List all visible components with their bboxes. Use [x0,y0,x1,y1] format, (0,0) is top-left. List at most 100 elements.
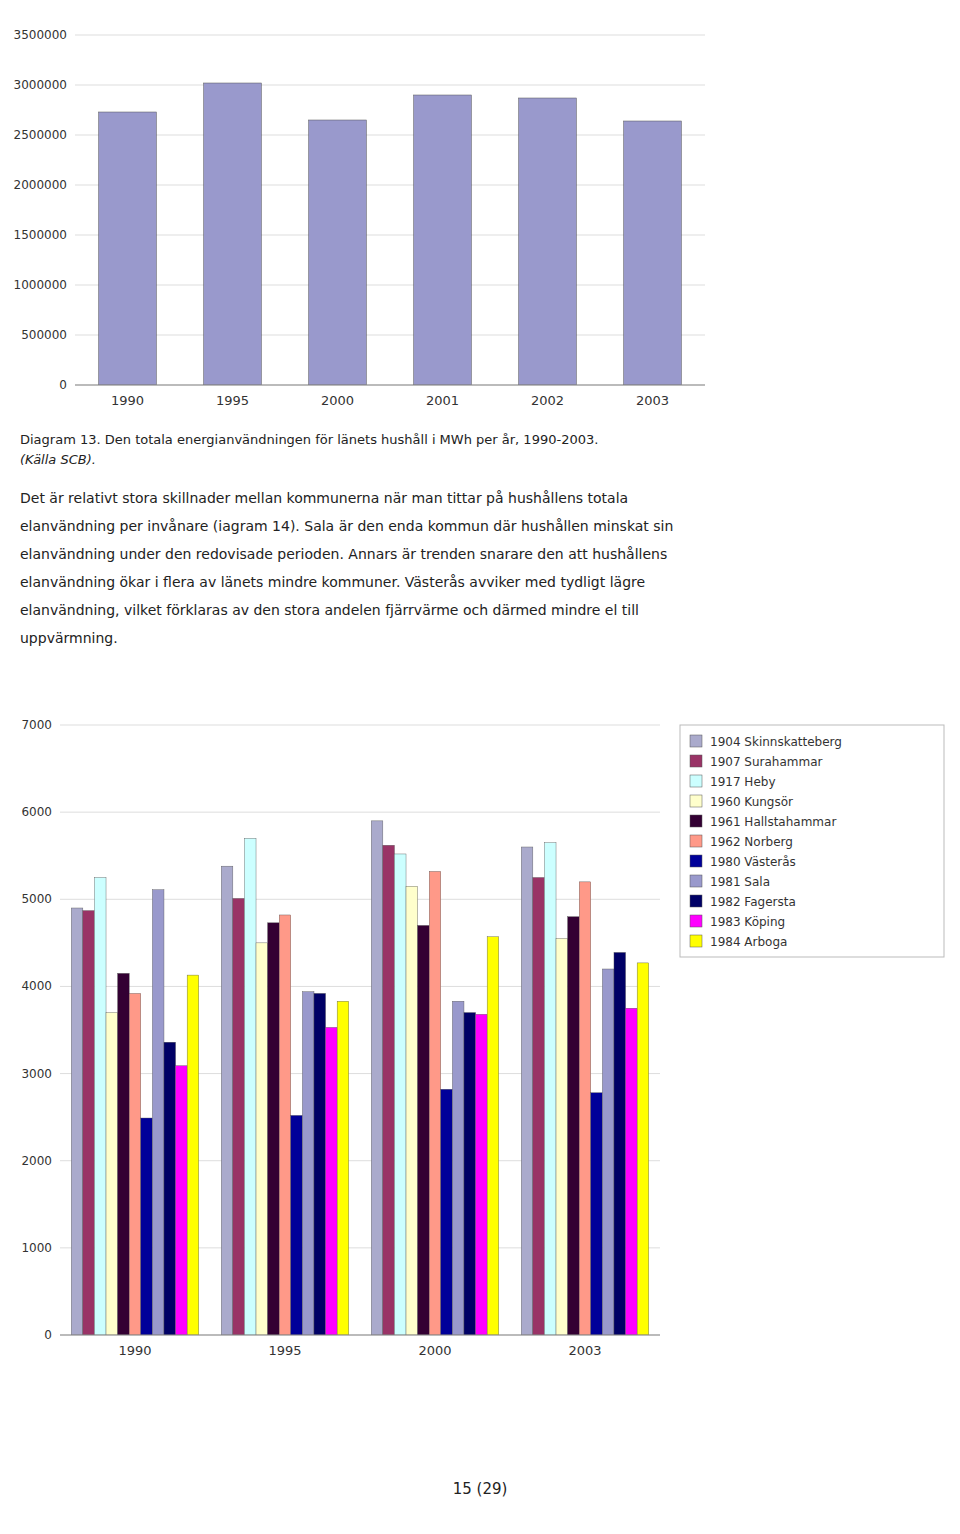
bar [394,854,406,1335]
bar [464,1013,476,1335]
bar [519,98,577,385]
legend-swatch [690,795,702,807]
caption: Diagram 13. Den totala energianvändninge… [20,432,598,447]
bar [487,937,499,1335]
grid-line [75,185,705,186]
legend-entry: 1983 Köping [710,915,785,929]
grid-line [60,1335,660,1336]
bar [337,1001,349,1335]
grid-line [60,812,660,813]
legend-swatch [690,935,702,947]
grid-line [75,385,705,386]
bar [452,1001,464,1335]
tick-label: 2003 [636,393,669,408]
tick-label: 1990 [111,393,144,408]
legend: 1904 Skinnskatteberg 1907 Surahammar 1917 … [680,725,944,957]
legend-entry: 1961 Hallstahammar [710,815,836,829]
tick-label: 1995 [268,1343,301,1358]
bar [129,993,141,1335]
legend-entry: 1982 Fagersta [710,895,796,909]
tick-label: 5000 [21,892,52,906]
axis-line [60,1335,660,1336]
bar [371,821,383,1335]
tick-label: 2500000 [14,128,67,142]
body-text: elanvändning per invånare (­i­agram 14).… [20,518,673,534]
bar [309,120,367,385]
axis-line [75,385,705,386]
tick-label: 2000000 [14,178,67,192]
legend-entry: 1904 Skinnskatteberg [710,735,842,749]
legend-swatch [690,735,702,747]
tick-label: 500000 [21,328,67,342]
tick-label: 1995 [216,393,249,408]
footer: 15 (29) [0,1480,960,1498]
chart: 0500000100000015000002000000250000030000… [0,20,720,420]
bar [176,1066,188,1335]
legend-swatch [690,755,702,767]
bar [418,925,430,1335]
bar [429,871,441,1335]
bar [568,917,580,1335]
bar [233,898,245,1335]
bar [326,1027,338,1335]
bar [164,1042,176,1335]
grid-line [60,899,660,900]
tick-label: 4000 [21,979,52,993]
body-text: Det är relativt stora skillnader mellan … [20,490,628,506]
grid-line [75,85,705,86]
grid-line [75,35,705,36]
y-axis: 0500000100000015000002000000250000030000… [14,28,705,392]
caption: (Källa SCB). [20,452,96,467]
tick-label: 7000 [21,718,52,732]
bar [556,939,568,1336]
chart: 0100020003000400050006000700019901995200… [0,710,950,1370]
tick-label: 6000 [21,805,52,819]
tick-label: 3000 [21,1067,52,1081]
legend-frame [680,725,944,957]
bar [406,886,418,1335]
bar [624,121,682,385]
legend-entry: 1917 Heby [710,775,775,789]
tick-label: 3000000 [14,78,67,92]
grid-line [75,335,705,336]
bar [544,843,556,1335]
y-axis: 01000200030004000500060007000 [21,718,660,1342]
body-text: elanvändning under den redovisade period… [20,546,667,562]
bar [476,1014,488,1335]
legend-swatch [690,875,702,887]
x-axis: 1990199520002003 [60,1335,660,1358]
body-text: elanvändning, vilket förklaras av den st… [20,602,639,618]
bar [533,878,545,1336]
tick-label: 0 [44,1328,52,1342]
bar [152,890,164,1335]
legend-swatch [690,855,702,867]
bar [614,952,626,1335]
legend-swatch [690,915,702,927]
grid-line [75,135,705,136]
bar [302,992,314,1335]
tick-label: 3500000 [14,28,67,42]
bar [291,1115,303,1335]
tick-label: 1500000 [14,228,67,242]
bar [204,83,262,385]
bar [83,911,95,1335]
bar [106,1013,118,1335]
bar [591,1093,603,1335]
x-axis: 199019952000200120022003 [75,385,705,408]
tick-label: 1990 [118,1343,151,1358]
bar [268,923,280,1335]
legend-entry: 1962 Norberg [710,835,793,849]
legend-entry: 1980 Västerås [710,855,796,869]
bar [626,1008,638,1335]
bar [414,95,472,385]
bars [99,83,682,385]
legend-entry: 1907 Surahammar [710,755,823,769]
bar [141,1118,153,1335]
bar [579,882,591,1335]
bar [441,1089,453,1335]
legend-entry: 1960 Kungsör [710,795,793,809]
bar [602,969,614,1335]
tick-label: 2000 [321,393,354,408]
legend-entry: 1984 Arboga [710,935,787,949]
bar [118,973,130,1335]
